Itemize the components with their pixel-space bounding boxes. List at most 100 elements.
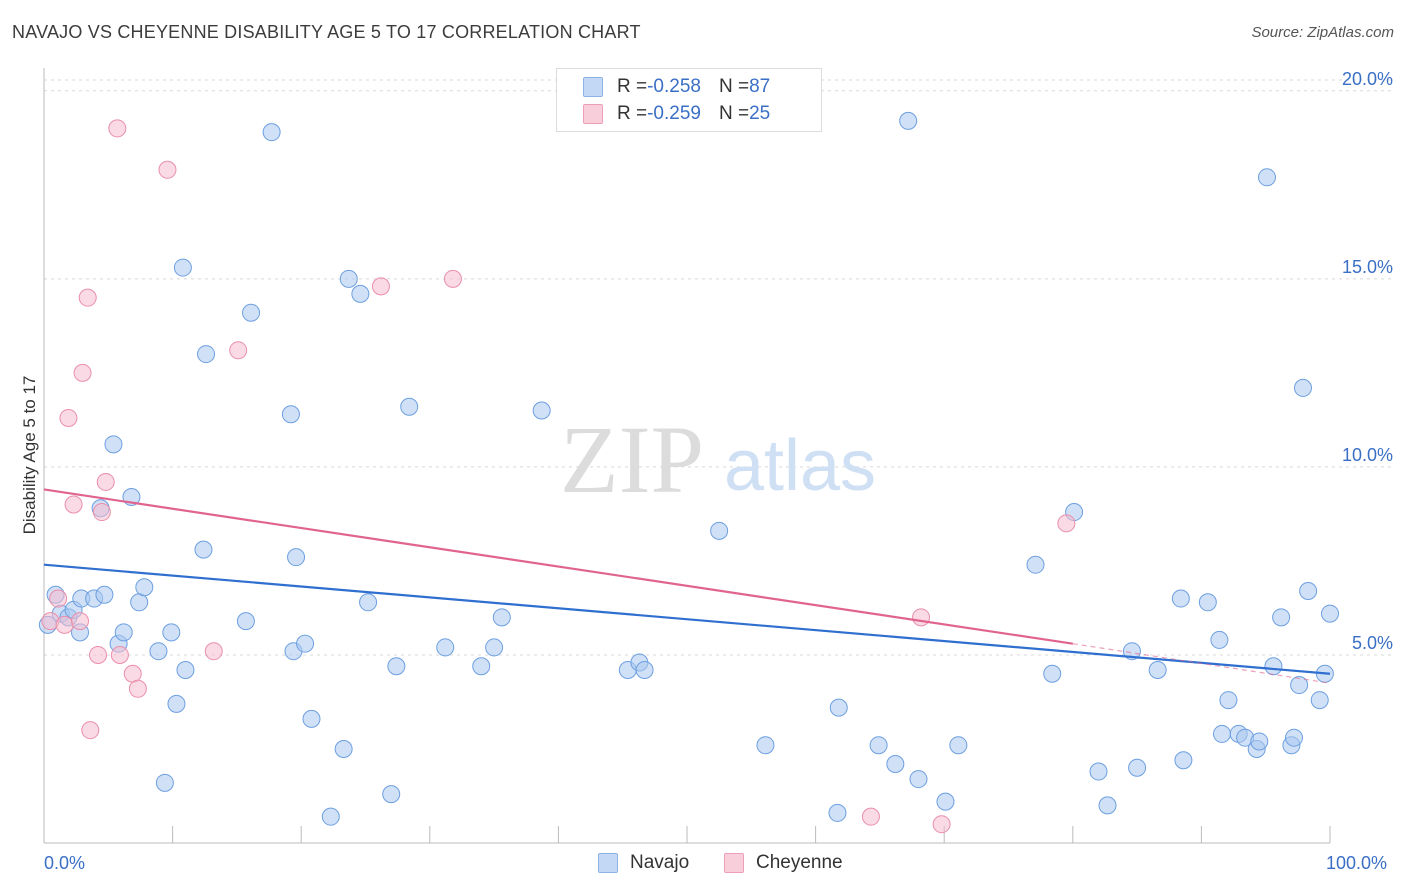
cheyenne-point	[204, 642, 223, 661]
navajo-point	[194, 540, 213, 559]
navajo-point	[829, 698, 848, 717]
navajo-point	[756, 736, 775, 755]
x-tick-label-min: 0.0%	[44, 853, 86, 873]
navajo-point	[1089, 762, 1108, 781]
legend-n-value: 87	[749, 76, 771, 97]
navajo-point	[197, 345, 216, 364]
cheyenne-point	[110, 645, 129, 664]
navajo-point	[1299, 582, 1318, 601]
navajo-point	[635, 660, 654, 679]
navajo-point	[532, 401, 551, 420]
navajo-point	[1257, 168, 1276, 187]
navajo-point	[400, 397, 419, 416]
legend-n-label: N =	[718, 76, 750, 97]
chart-source: Source: ZipAtlas.com	[1251, 24, 1394, 41]
navajo-trend-line	[43, 563, 1331, 675]
navajo-point	[130, 593, 149, 612]
navajo-point	[828, 803, 847, 822]
series-label-navajo: Navajo	[630, 852, 690, 873]
watermark-zip: ZIP	[560, 406, 704, 513]
cheyenne-point	[89, 645, 108, 664]
navajo-point	[359, 593, 378, 612]
navajo-point	[242, 303, 261, 322]
navajo-point	[472, 657, 491, 676]
navajo-point	[281, 405, 300, 424]
cheyenne-point	[932, 815, 951, 834]
cheyenne-trend-line	[43, 488, 1073, 645]
navajo-point	[1043, 664, 1062, 683]
navajo-point	[1198, 593, 1217, 612]
navajo-point	[176, 660, 195, 679]
y-tick-label: 20.0%	[1342, 69, 1393, 89]
legend-r-value: -0.258	[647, 76, 701, 97]
cheyenne-trend-extension	[1072, 643, 1331, 684]
navajo-point	[909, 770, 928, 789]
grid-lines	[44, 79, 1393, 656]
navajo-point	[173, 258, 192, 277]
series-legend-cheyenne: Cheyenne	[724, 852, 843, 874]
series-legend-navajo: Navajo	[598, 852, 689, 874]
navajo-point	[167, 694, 186, 713]
watermark-atlas: atlas	[724, 426, 876, 506]
navajo-point	[334, 739, 353, 758]
navajo-point	[1171, 589, 1190, 608]
cheyenne-point	[128, 679, 147, 698]
series-label-cheyenne: Cheyenne	[756, 852, 843, 873]
navajo-point	[436, 638, 455, 657]
series-legend: Navajo Cheyenne	[0, 852, 1406, 876]
cheyenne-point	[912, 608, 931, 627]
legend-r-value: -0.259	[647, 103, 701, 124]
cheyenne-point	[64, 495, 83, 514]
navajo-point	[114, 623, 133, 642]
cheyenne-point	[123, 664, 142, 683]
legend-r-label: R =	[617, 103, 648, 124]
cheyenne-point	[73, 363, 92, 382]
navajo-point	[869, 736, 888, 755]
navajo-point	[287, 548, 306, 567]
navajo-point	[1293, 378, 1312, 397]
navajo-point	[387, 657, 406, 676]
navajo-point	[936, 792, 955, 811]
navajo-point	[710, 521, 729, 540]
navajo-point	[1148, 660, 1167, 679]
legend-swatch-cheyenne	[583, 104, 603, 124]
cheyenne-point	[78, 288, 97, 307]
y-tick-label: 5.0%	[1352, 633, 1393, 653]
y-tick-label: 15.0%	[1342, 257, 1393, 277]
legend-n-label: N =	[718, 103, 750, 124]
navajo-point	[1250, 732, 1269, 751]
legend-row-navajo: R = -0.258 N = 87	[583, 75, 770, 99]
cheyenne-point	[81, 721, 100, 740]
cheyenne-point	[71, 612, 90, 631]
navajo-point	[236, 612, 255, 631]
axes	[43, 68, 1331, 844]
correlation-legend: R = -0.258 N = 87 R = -0.259 N = 25	[556, 68, 822, 132]
navajo-point	[135, 578, 154, 597]
legend-row-cheyenne: R = -0.259 N = 25	[583, 102, 770, 126]
series-swatch-cheyenne	[724, 853, 744, 873]
legend-swatch-navajo	[583, 77, 603, 97]
navajo-point	[1321, 604, 1339, 623]
navajo-point	[485, 638, 504, 657]
navajo-point	[1212, 724, 1231, 743]
cheyenne-point	[59, 409, 78, 428]
chart-title: NAVAJO VS CHEYENNE DISABILITY AGE 5 TO 1…	[12, 22, 641, 42]
navajo-point	[162, 623, 181, 642]
navajo-point	[95, 585, 114, 604]
cheyenne-point	[92, 503, 111, 522]
cheyenne-point	[371, 277, 390, 296]
navajo-point	[155, 773, 174, 792]
series-swatch-navajo	[598, 853, 618, 873]
cheyenne-point	[229, 341, 248, 360]
navajo-point	[899, 111, 918, 130]
navajo-point	[104, 435, 123, 454]
navajo-point	[339, 269, 358, 288]
trend-lines	[43, 488, 1331, 684]
navajo-point	[1128, 758, 1147, 777]
navajo-point	[1284, 728, 1303, 747]
navajo-point	[886, 755, 905, 774]
navajo-point	[296, 634, 315, 653]
cheyenne-point	[108, 119, 127, 138]
legend-n-value: 25	[749, 103, 771, 124]
